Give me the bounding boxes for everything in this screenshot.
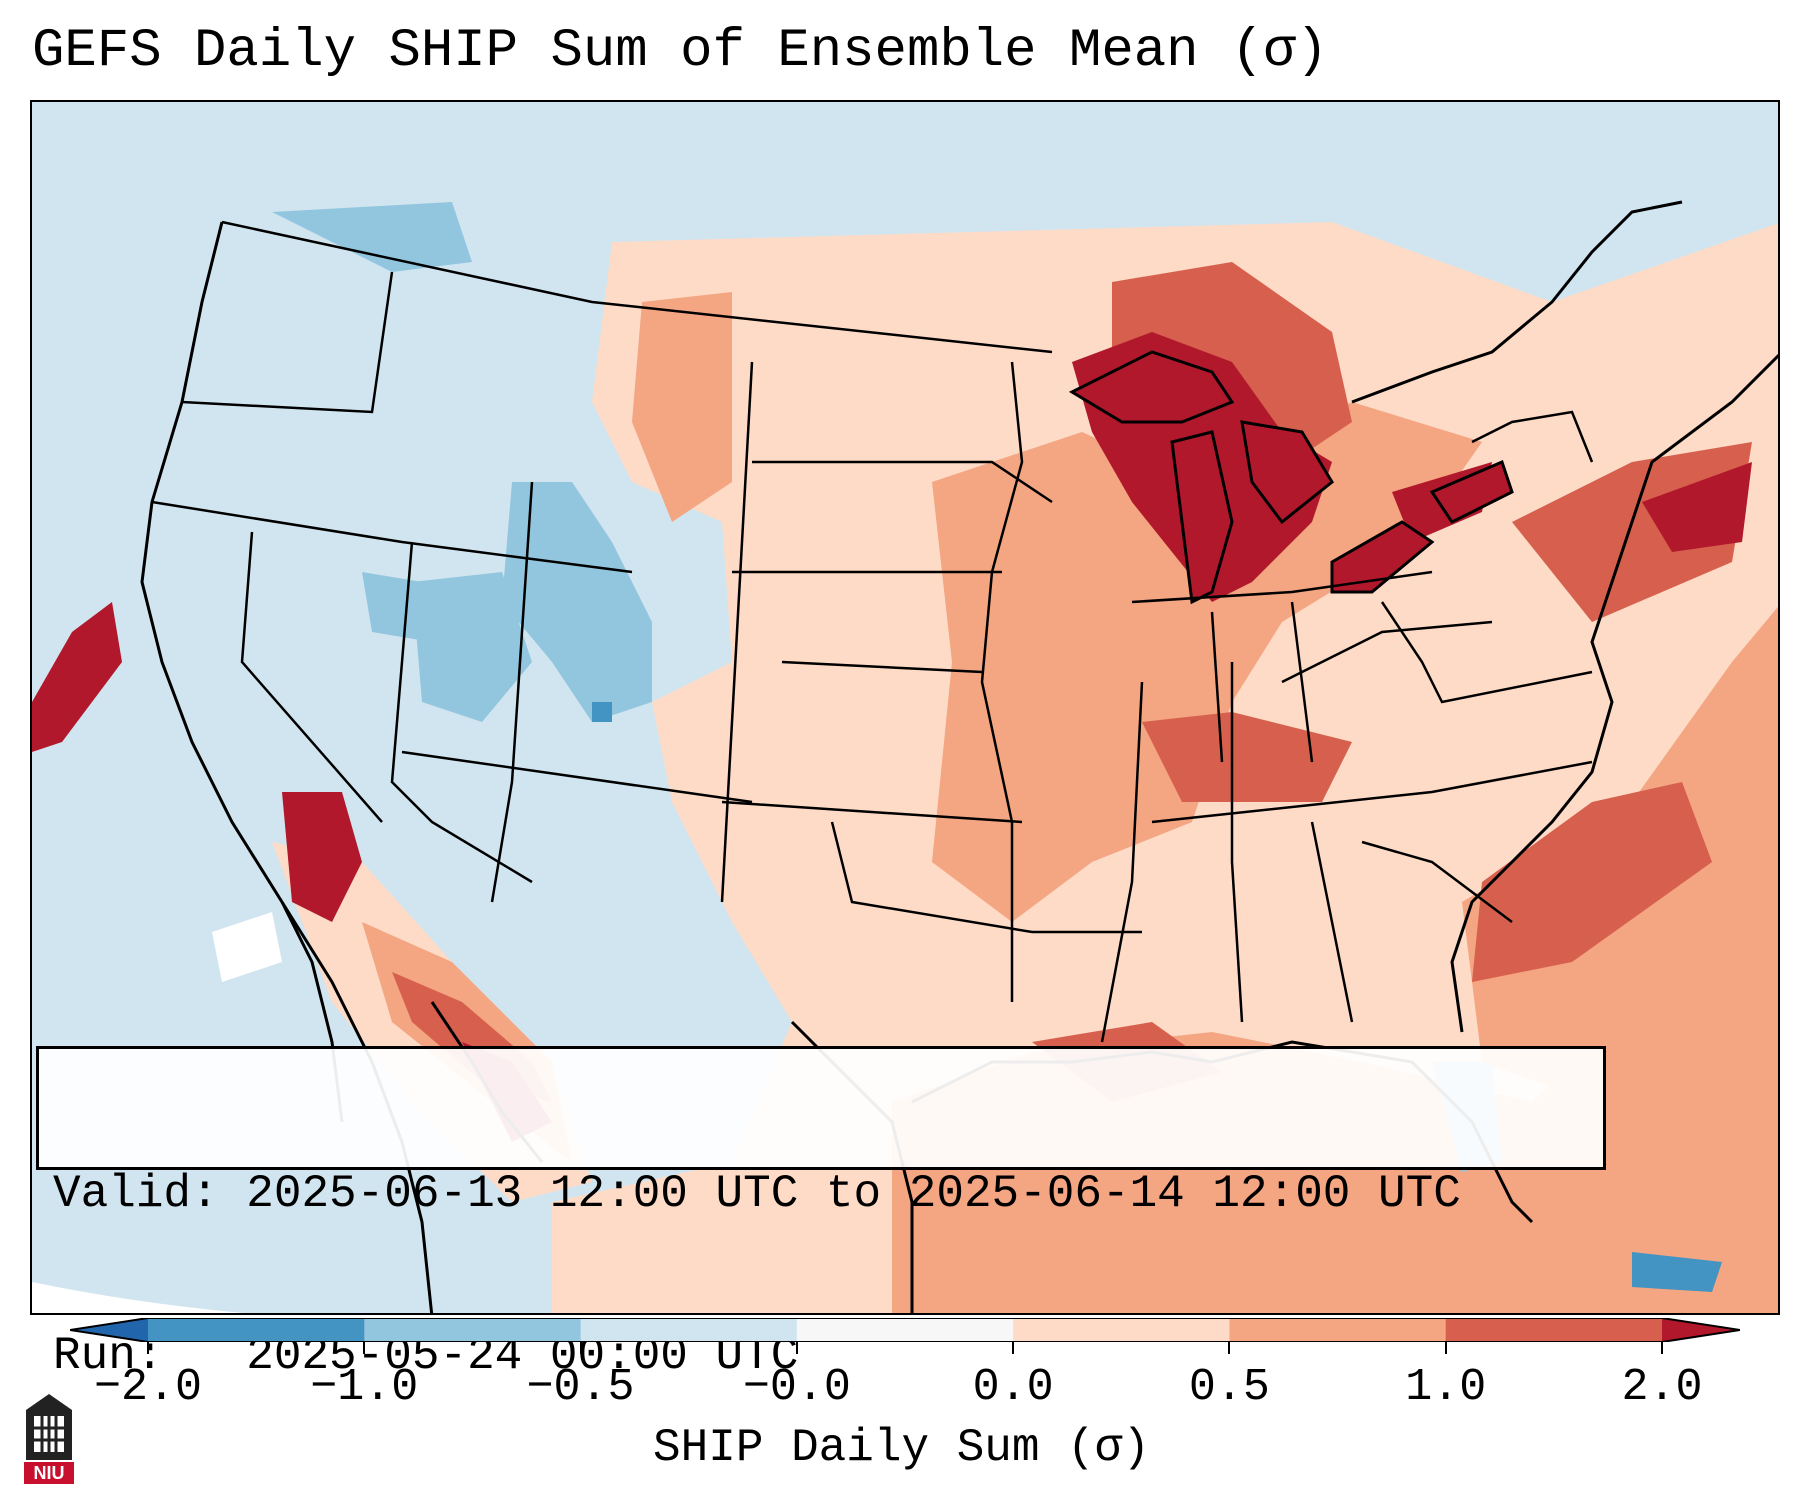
colorbar xyxy=(70,1318,1740,1342)
colorbar-tick-mark xyxy=(147,1342,149,1354)
niu-logo: NIU xyxy=(24,1394,74,1484)
colorbar-tick-mark xyxy=(363,1342,366,1354)
colorbar-tick-mark xyxy=(1444,1342,1447,1354)
state-borders xyxy=(151,220,1594,1043)
colorbar-label: SHIP Daily Sum (σ) xyxy=(653,1422,1150,1474)
great-lakes xyxy=(1068,350,1514,605)
map-panel xyxy=(30,100,1780,1315)
colorbar-extend-high xyxy=(1662,1318,1740,1342)
colorbar-tick-mark xyxy=(1228,1342,1231,1354)
colorbar-tick-label: −0.0 xyxy=(742,1362,851,1413)
info-box: Valid: 2025-06-13 12:00 UTC to 2025-06-1… xyxy=(36,1046,1606,1382)
colorbar-tick-mark xyxy=(1012,1342,1015,1354)
colorbar-segment xyxy=(580,1318,798,1342)
valid-time: Valid: 2025-06-13 12:00 UTC to 2025-06-1… xyxy=(53,1168,1461,1220)
colorbar-segment xyxy=(1013,1318,1230,1342)
anomaly-region-medium-positive xyxy=(932,402,1482,922)
colorbar-tick-label: 0.5 xyxy=(1188,1362,1270,1413)
colorbar-tick-mark xyxy=(1661,1342,1663,1354)
colorbar-segment xyxy=(364,1318,582,1342)
colorbar-segment xyxy=(148,1318,365,1342)
colorbar-tick-mark xyxy=(795,1342,798,1354)
chart-title: GEFS Daily SHIP Sum of Ensemble Mean (σ) xyxy=(32,21,1329,82)
colorbar-tick-label: 0.0 xyxy=(972,1362,1054,1413)
colorbar-tick-label: −2.0 xyxy=(93,1362,203,1413)
anomaly-map xyxy=(32,200,1778,1313)
colorbar-tick-mark xyxy=(579,1342,582,1354)
colorbar-tick-label: 2.0 xyxy=(1621,1362,1703,1413)
logo-text: NIU xyxy=(34,1463,65,1483)
anomaly-region-negative xyxy=(502,482,652,722)
colorbar-tick-label: −0.5 xyxy=(526,1362,635,1413)
colorbar-segment xyxy=(796,1318,1014,1342)
colorbar-segment xyxy=(1445,1318,1663,1342)
colorbar-segment xyxy=(1229,1318,1447,1342)
colorbar-tick-label: 1.0 xyxy=(1405,1362,1487,1413)
colorbar-tick-label: −1.0 xyxy=(310,1362,419,1413)
projection-edge xyxy=(32,1282,244,1313)
colorbar-extend-low xyxy=(70,1318,148,1342)
